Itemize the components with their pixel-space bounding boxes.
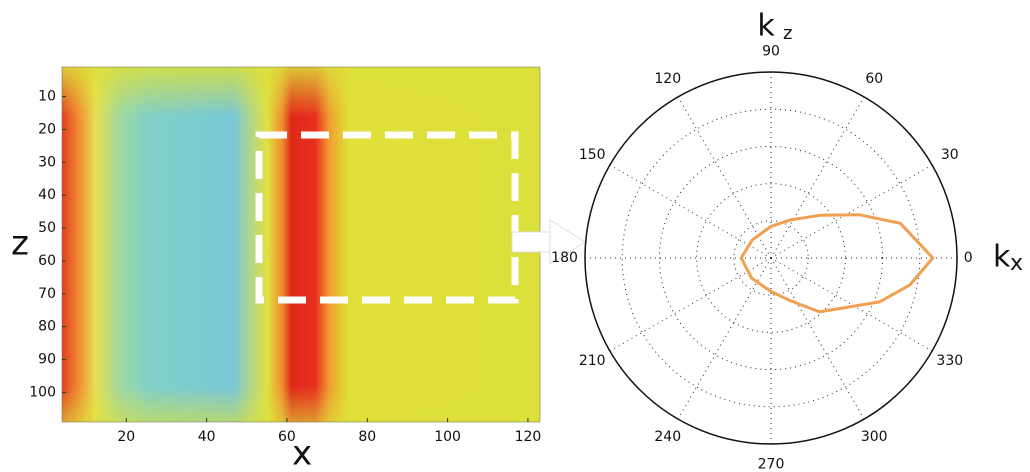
y-tick-label: 100 <box>29 384 56 400</box>
polar-frame <box>584 71 958 445</box>
grid-ring <box>658 145 884 371</box>
selection-box <box>255 131 519 304</box>
angle-tick-label: 270 <box>758 456 785 472</box>
y-tick-label: 90 <box>38 352 56 368</box>
y-tick-label: 70 <box>38 286 56 302</box>
y-tick-label: 80 <box>38 319 56 335</box>
grid-spoke <box>770 164 933 259</box>
angle-tick-label: 300 <box>861 429 888 445</box>
x-tick-label: 100 <box>434 429 461 445</box>
polar-y-label: k <box>757 9 775 44</box>
angle-tick-label: 90 <box>762 44 780 60</box>
grid-ring <box>733 220 809 296</box>
y-tick-label: 30 <box>38 154 56 170</box>
polar-y-label-sub: z <box>783 23 792 44</box>
grid-ring <box>621 108 921 408</box>
angle-tick-label: 150 <box>579 147 606 163</box>
angle-tick-label: 0 <box>964 250 973 266</box>
polar-curve <box>739 213 935 314</box>
y-axis-label: z <box>11 224 29 264</box>
heatmap-image <box>61 66 541 423</box>
grid-spoke <box>770 257 933 352</box>
polar-x-label: k <box>993 240 1011 275</box>
x-tick-label: 40 <box>198 429 216 445</box>
x-tick-label: 60 <box>278 429 296 445</box>
x-tick-label: 80 <box>358 429 376 445</box>
y-tick-label: 10 <box>38 89 56 105</box>
x-tick-label: 20 <box>117 429 135 445</box>
angle-tick-label: 120 <box>654 71 681 87</box>
angle-tick-label: 330 <box>936 353 963 369</box>
grid-spoke <box>770 257 865 420</box>
grid-spoke <box>609 257 772 352</box>
angle-tick-label: 30 <box>941 147 959 163</box>
x-tick-label: 120 <box>515 429 542 445</box>
y-tick-label: 60 <box>38 253 56 269</box>
grid-spoke <box>677 96 772 259</box>
grid-ring <box>696 183 846 333</box>
y-tick-label: 50 <box>38 220 56 236</box>
grid-spoke <box>609 164 772 259</box>
x-axis-label: x <box>292 434 312 472</box>
y-tick-label: 20 <box>38 121 56 137</box>
angle-tick-label: 60 <box>865 71 883 87</box>
grid-spoke <box>677 257 772 420</box>
angle-tick-label: 180 <box>551 250 578 266</box>
polar-x-label-sub: x <box>1010 251 1023 276</box>
arrow <box>511 219 586 265</box>
angle-tick-label: 210 <box>579 353 606 369</box>
y-tick-label: 40 <box>38 187 56 203</box>
angle-tick-label: 240 <box>654 429 681 445</box>
grid-spoke <box>770 96 865 259</box>
